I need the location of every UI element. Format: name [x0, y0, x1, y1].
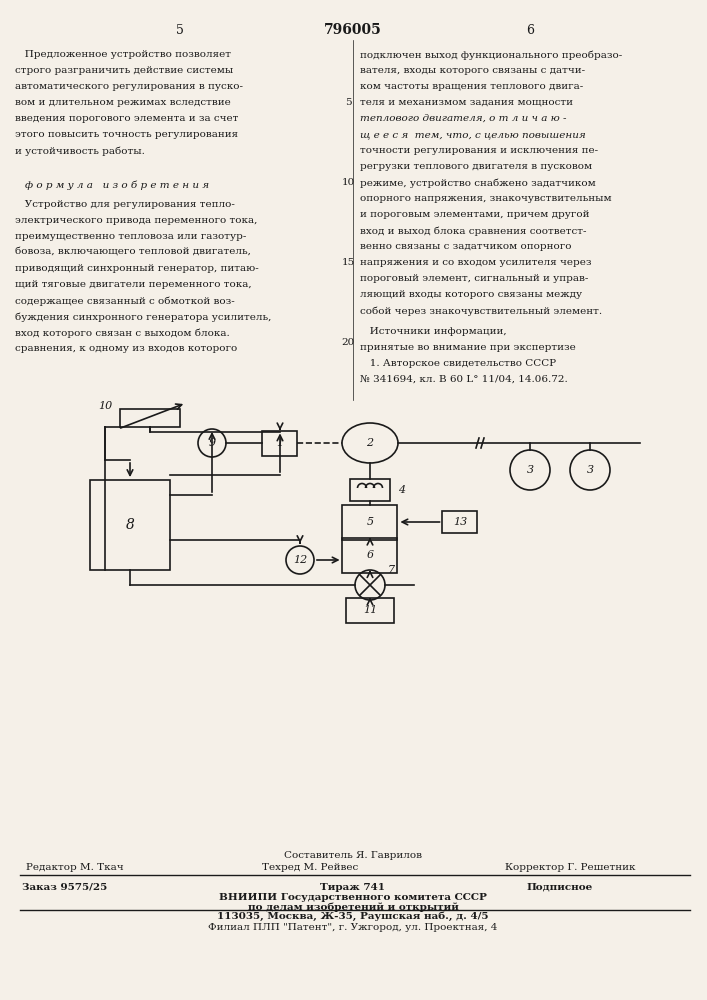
Text: опорного напряжения, знакочувствительным: опорного напряжения, знакочувствительным	[360, 194, 612, 203]
Text: подключен выход функционального преобразо-: подключен выход функционального преобраз…	[360, 50, 622, 60]
Text: Устройство для регулирования тепло-: Устройство для регулирования тепло-	[15, 200, 235, 209]
Text: 5: 5	[366, 517, 373, 527]
Text: вом и длительном режимах вследствие: вом и длительном режимах вследствие	[15, 98, 230, 107]
Text: и пороговым элементами, причем другой: и пороговым элементами, причем другой	[360, 210, 590, 219]
Text: электрического привода переменного тока,: электрического привода переменного тока,	[15, 216, 257, 225]
Text: 11: 11	[363, 605, 377, 615]
Text: 9: 9	[209, 438, 216, 448]
Text: регрузки теплового двигателя в пусковом: регрузки теплового двигателя в пусковом	[360, 162, 592, 171]
Text: венно связаны с задатчиком опорного: венно связаны с задатчиком опорного	[360, 242, 571, 251]
Text: автоматического регулирования в пуско-: автоматического регулирования в пуско-	[15, 82, 243, 91]
Text: 2: 2	[366, 438, 373, 448]
Text: вателя, входы которого связаны с датчи-: вателя, входы которого связаны с датчи-	[360, 66, 585, 75]
Text: 3: 3	[527, 465, 534, 475]
Text: Филиал ПЛП "Патент", г. Ужгород, ул. Проектная, 4: Филиал ПЛП "Патент", г. Ужгород, ул. Про…	[209, 922, 498, 932]
Text: ф о р м у л а   и з о б р е т е н и я: ф о р м у л а и з о б р е т е н и я	[25, 180, 209, 190]
Text: Техред М. Рейвес: Техред М. Рейвес	[262, 863, 358, 872]
Text: Подписное: Подписное	[527, 882, 593, 892]
Text: этого повысить точность регулирования: этого повысить точность регулирования	[15, 130, 238, 139]
Text: приводящий синхронный генератор, питаю-: приводящий синхронный генератор, питаю-	[15, 264, 259, 273]
Text: теля и механизмом задания мощности: теля и механизмом задания мощности	[360, 98, 573, 107]
Text: бовоза, включающего тепловой двигатель,: бовоза, включающего тепловой двигатель,	[15, 248, 251, 257]
Text: строго разграничить действие системы: строго разграничить действие системы	[15, 66, 233, 75]
Text: принятые во внимание при экспертизе: принятые во внимание при экспертизе	[360, 343, 575, 352]
Text: 113035, Москва, Ж-35, Раушская наб., д. 4/5: 113035, Москва, Ж-35, Раушская наб., д. …	[217, 911, 489, 921]
Text: № 341694, кл. В 60 L° 11/04, 14.06.72.: № 341694, кл. В 60 L° 11/04, 14.06.72.	[360, 375, 568, 384]
Text: преимущественно тепловоза или газотур-: преимущественно тепловоза или газотур-	[15, 232, 246, 241]
Text: 5: 5	[345, 98, 351, 107]
Text: 15: 15	[341, 258, 355, 267]
Text: по делам изобретений и открытий: по делам изобретений и открытий	[247, 902, 458, 912]
Text: вход которого связан с выходом блока.: вход которого связан с выходом блока.	[15, 328, 230, 338]
Text: режиме, устройство снабжено задатчиком: режиме, устройство снабжено задатчиком	[360, 178, 596, 188]
Text: 1. Авторское свидетельство СССР: 1. Авторское свидетельство СССР	[360, 359, 556, 368]
Bar	[120, 409, 180, 427]
Text: Составитель Я. Гаврилов: Составитель Я. Гаврилов	[284, 850, 422, 859]
Text: 20: 20	[341, 338, 355, 347]
Text: введения порогового элемента и за счет: введения порогового элемента и за счет	[15, 114, 238, 123]
Text: 10: 10	[341, 178, 355, 187]
Text: щий тяговые двигатели переменного тока,: щий тяговые двигатели переменного тока,	[15, 280, 252, 289]
Text: 796005: 796005	[324, 23, 382, 37]
Text: 13: 13	[453, 517, 467, 527]
Text: 10: 10	[98, 401, 112, 411]
Text: сравнения, к одному из входов которого: сравнения, к одному из входов которого	[15, 344, 238, 353]
Text: 12: 12	[293, 555, 307, 565]
Text: 8: 8	[126, 518, 134, 532]
Text: точности регулирования и исключения пе-: точности регулирования и исключения пе-	[360, 146, 598, 155]
Bar	[350, 479, 390, 501]
Text: ВНИИПИ Государственного комитета СССР: ВНИИПИ Государственного комитета СССР	[219, 894, 487, 902]
Text: пороговый элемент, сигнальный и управ-: пороговый элемент, сигнальный и управ-	[360, 274, 588, 283]
Text: Тираж 741: Тираж 741	[320, 882, 385, 892]
Text: 7: 7	[388, 565, 395, 575]
Text: 6: 6	[366, 550, 373, 560]
Text: ком частоты вращения теплового двига-: ком частоты вращения теплового двига-	[360, 82, 583, 91]
Text: Корректор Г. Решетник: Корректор Г. Решетник	[505, 863, 636, 872]
Text: 3: 3	[586, 465, 594, 475]
Text: и устойчивость работы.: и устойчивость работы.	[15, 146, 145, 155]
Text: Редактор М. Ткач: Редактор М. Ткач	[26, 863, 124, 872]
Text: вход и выход блока сравнения соответст-: вход и выход блока сравнения соответст-	[360, 226, 587, 235]
Text: 4: 4	[398, 485, 405, 495]
Text: буждения синхронного генератора усилитель,: буждения синхронного генератора усилител…	[15, 312, 271, 322]
Text: Источники информации,: Источники информации,	[360, 327, 507, 336]
Text: теплового двигателя, о т л и ч а ю -: теплового двигателя, о т л и ч а ю -	[360, 114, 566, 123]
Text: Предложенное устройство позволяет: Предложенное устройство позволяет	[15, 50, 231, 59]
Text: напряжения и со входом усилителя через: напряжения и со входом усилителя через	[360, 258, 592, 267]
Text: Заказ 9575/25: Заказ 9575/25	[23, 882, 107, 892]
Text: содержащее связанный с обмоткой воз-: содержащее связанный с обмоткой воз-	[15, 296, 235, 306]
Text: 5: 5	[176, 23, 184, 36]
Text: ляющий входы которого связаны между: ляющий входы которого связаны между	[360, 290, 582, 299]
Text: щ е е с я  тем, что, с целью повышения: щ е е с я тем, что, с целью повышения	[360, 130, 586, 139]
Text: 1: 1	[276, 438, 284, 448]
Text: 6: 6	[526, 23, 534, 36]
Text: собой через знакочувствительный элемент.: собой через знакочувствительный элемент.	[360, 306, 602, 316]
